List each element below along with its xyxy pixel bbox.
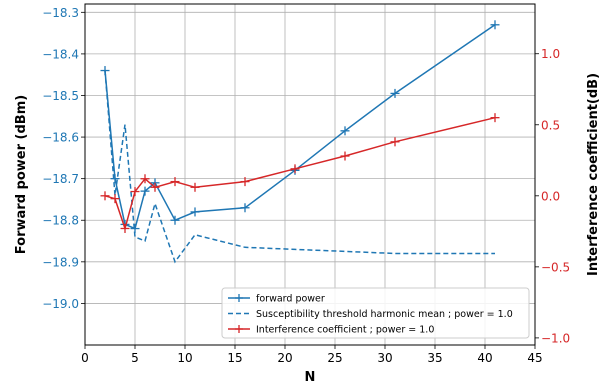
series-1-point	[240, 203, 250, 213]
x-tick-label: 45	[527, 351, 542, 365]
series-3-point	[340, 151, 350, 161]
y-axis-right: −1.0 −0.5 0.0 0.5 1.0	[535, 47, 570, 345]
x-tick-label: 5	[131, 351, 139, 365]
y-axis-label-right: Interference coefficient(dB)	[586, 73, 601, 276]
series-3-point	[240, 177, 250, 187]
y-tick-label-right: 1.0	[541, 47, 560, 61]
series-1-point	[490, 20, 500, 30]
y-tick-label-left: −19.0	[42, 297, 79, 311]
x-tick-label: 25	[327, 351, 342, 365]
x-tick-label: 10	[177, 351, 192, 365]
series-3-point	[100, 191, 110, 201]
legend-box	[221, 287, 530, 339]
legend-label-3: Interference coefficient ; power = 1.0	[256, 325, 434, 336]
series-1-point	[170, 215, 180, 225]
legend-label-1: forward power	[256, 294, 325, 305]
plot-frame	[84, 3, 536, 346]
y-tick-label-left: −18.6	[42, 131, 79, 145]
y-axis-left: −19.0 −18.9 −18.8 −18.7 −18.6 −18.5 −18.4 −18.3	[42, 6, 85, 311]
x-tick-label: 15	[227, 351, 242, 365]
legend: forward power Susceptibility threshold ha…	[221, 287, 530, 339]
y-tick-label-left: −18.7	[42, 172, 79, 186]
series-3-point	[110, 194, 120, 204]
series-1-point	[140, 186, 150, 196]
series-3-point	[390, 137, 400, 147]
x-tick-label: 0	[81, 351, 89, 365]
x-tick-label: 20	[277, 351, 292, 365]
series-1-point	[340, 126, 350, 136]
series-3-point	[150, 182, 160, 192]
y-axis-label-left: Forward power (dBm)	[14, 95, 29, 254]
x-tick-label: 30	[377, 351, 392, 365]
series-3-point	[490, 113, 500, 123]
series-3-point	[170, 177, 180, 187]
x-tick-label: 40	[477, 351, 492, 365]
y-tick-label-right: −1.0	[541, 331, 570, 345]
series-3-point	[130, 187, 140, 197]
series-3-point	[140, 174, 150, 184]
y-tick-label-right: −0.5	[541, 260, 570, 274]
series-3-point	[290, 164, 300, 174]
y-tick-label-left: −18.3	[42, 6, 79, 20]
x-axis-label: N	[305, 370, 316, 385]
legend-label-2: Susceptibility threshold harmonic mean ;…	[256, 309, 513, 320]
series-layer	[100, 20, 500, 264]
series-1-point	[110, 174, 120, 184]
x-tick-label: 35	[427, 351, 442, 365]
y-tick-label-left: −18.8	[42, 214, 79, 228]
y-tick-label-right: 0.0	[541, 189, 560, 203]
y-tick-label-left: −18.5	[42, 89, 79, 103]
y-tick-label-right: 0.5	[541, 118, 560, 132]
series-3-point	[120, 223, 130, 233]
series-3-point	[190, 182, 200, 192]
y-tick-label-left: −18.4	[42, 47, 79, 61]
series-1-point	[390, 88, 400, 98]
series-1-point	[190, 207, 200, 217]
x-axis: 0 5 10 15 20 25 30 35 40 45	[81, 345, 543, 365]
y-tick-label-left: −18.9	[42, 255, 79, 269]
series-line-2	[104, 70, 495, 264]
